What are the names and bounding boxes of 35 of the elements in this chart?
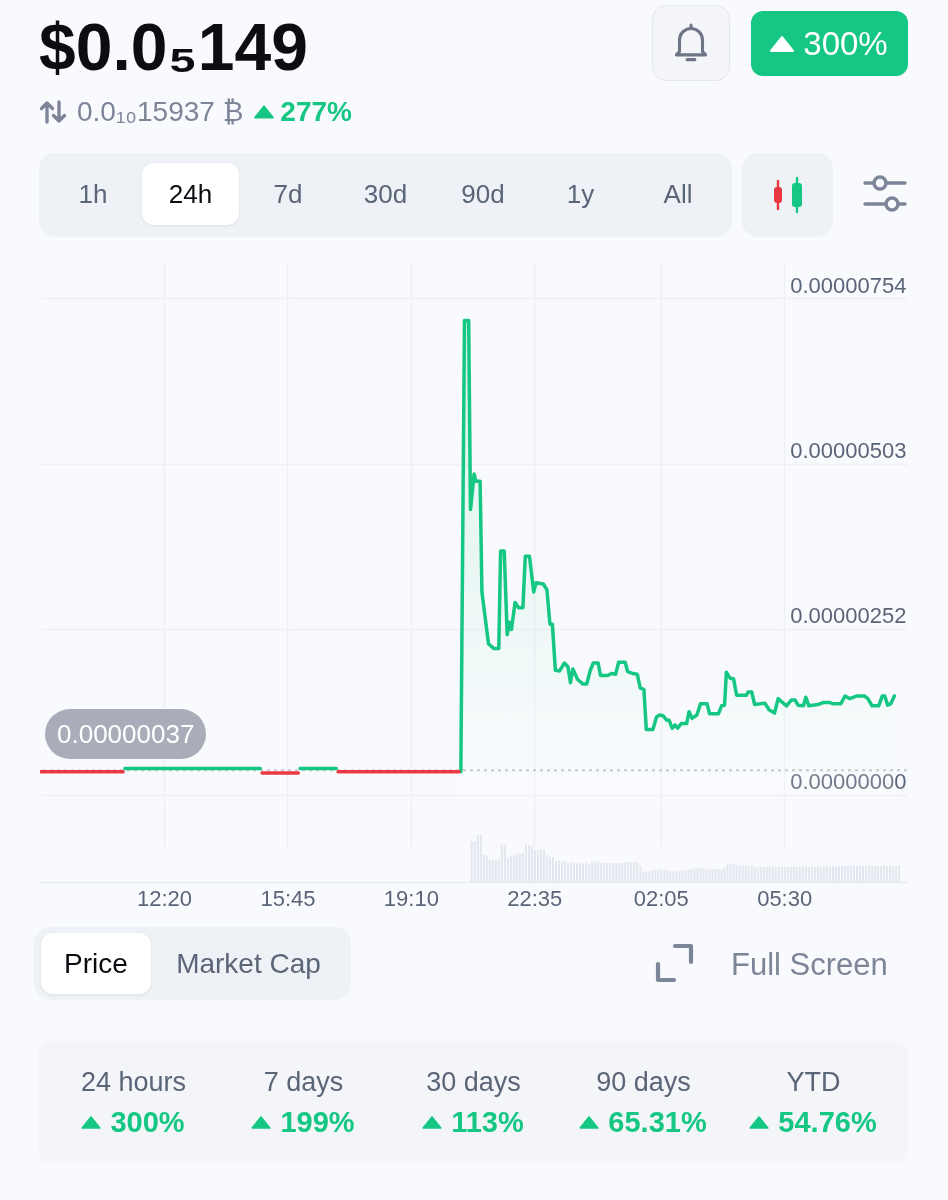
y-tick-label: 0.00000754 — [790, 272, 907, 298]
y-tick-label: 0.00000252 — [790, 603, 907, 629]
category-label: 30 days — [425, 1067, 522, 1097]
chart-title: $0.0₅149 — [39, 10, 308, 84]
text: All — [662, 177, 694, 211]
x-tick-label: 02:05 — [633, 885, 689, 911]
data-label: 199% — [280, 1106, 355, 1138]
data-label: 65.31% — [608, 1106, 707, 1138]
text: 30d — [362, 177, 409, 211]
text: Market Cap — [175, 946, 322, 981]
category-label: 7 days — [262, 1067, 345, 1097]
y-tick-label: 0.00000000 — [790, 769, 907, 795]
text: Price — [41, 933, 151, 994]
x-tick-label: 22:35 — [507, 885, 563, 911]
category-label: 24 hours — [79, 1067, 188, 1097]
chart-subtitle: 0.0₁₀15937 ₿ — [77, 96, 244, 128]
category-label: YTD — [785, 1067, 842, 1097]
text: 24h — [142, 163, 239, 225]
text: 7d — [272, 177, 304, 211]
text: 277% — [280, 96, 352, 128]
text: Full Screen — [731, 947, 888, 982]
x-tick-label: 12:20 — [137, 885, 193, 911]
text: 300% — [803, 25, 888, 62]
text: 1h — [77, 177, 109, 211]
ref-line-label: 0.00000037 — [45, 709, 207, 760]
text: 90d — [460, 177, 506, 211]
x-tick-label: 19:10 — [383, 885, 439, 911]
x-tick-label: 05:30 — [757, 885, 813, 911]
data-label: 300% — [110, 1106, 185, 1138]
text: 1y — [565, 177, 596, 211]
data-label: 113% — [451, 1106, 524, 1138]
data-label: 54.76% — [778, 1106, 877, 1138]
x-tick-label: 15:45 — [260, 885, 316, 911]
y-tick-label: 0.00000503 — [790, 438, 907, 463]
category-label: 90 days — [595, 1067, 692, 1097]
